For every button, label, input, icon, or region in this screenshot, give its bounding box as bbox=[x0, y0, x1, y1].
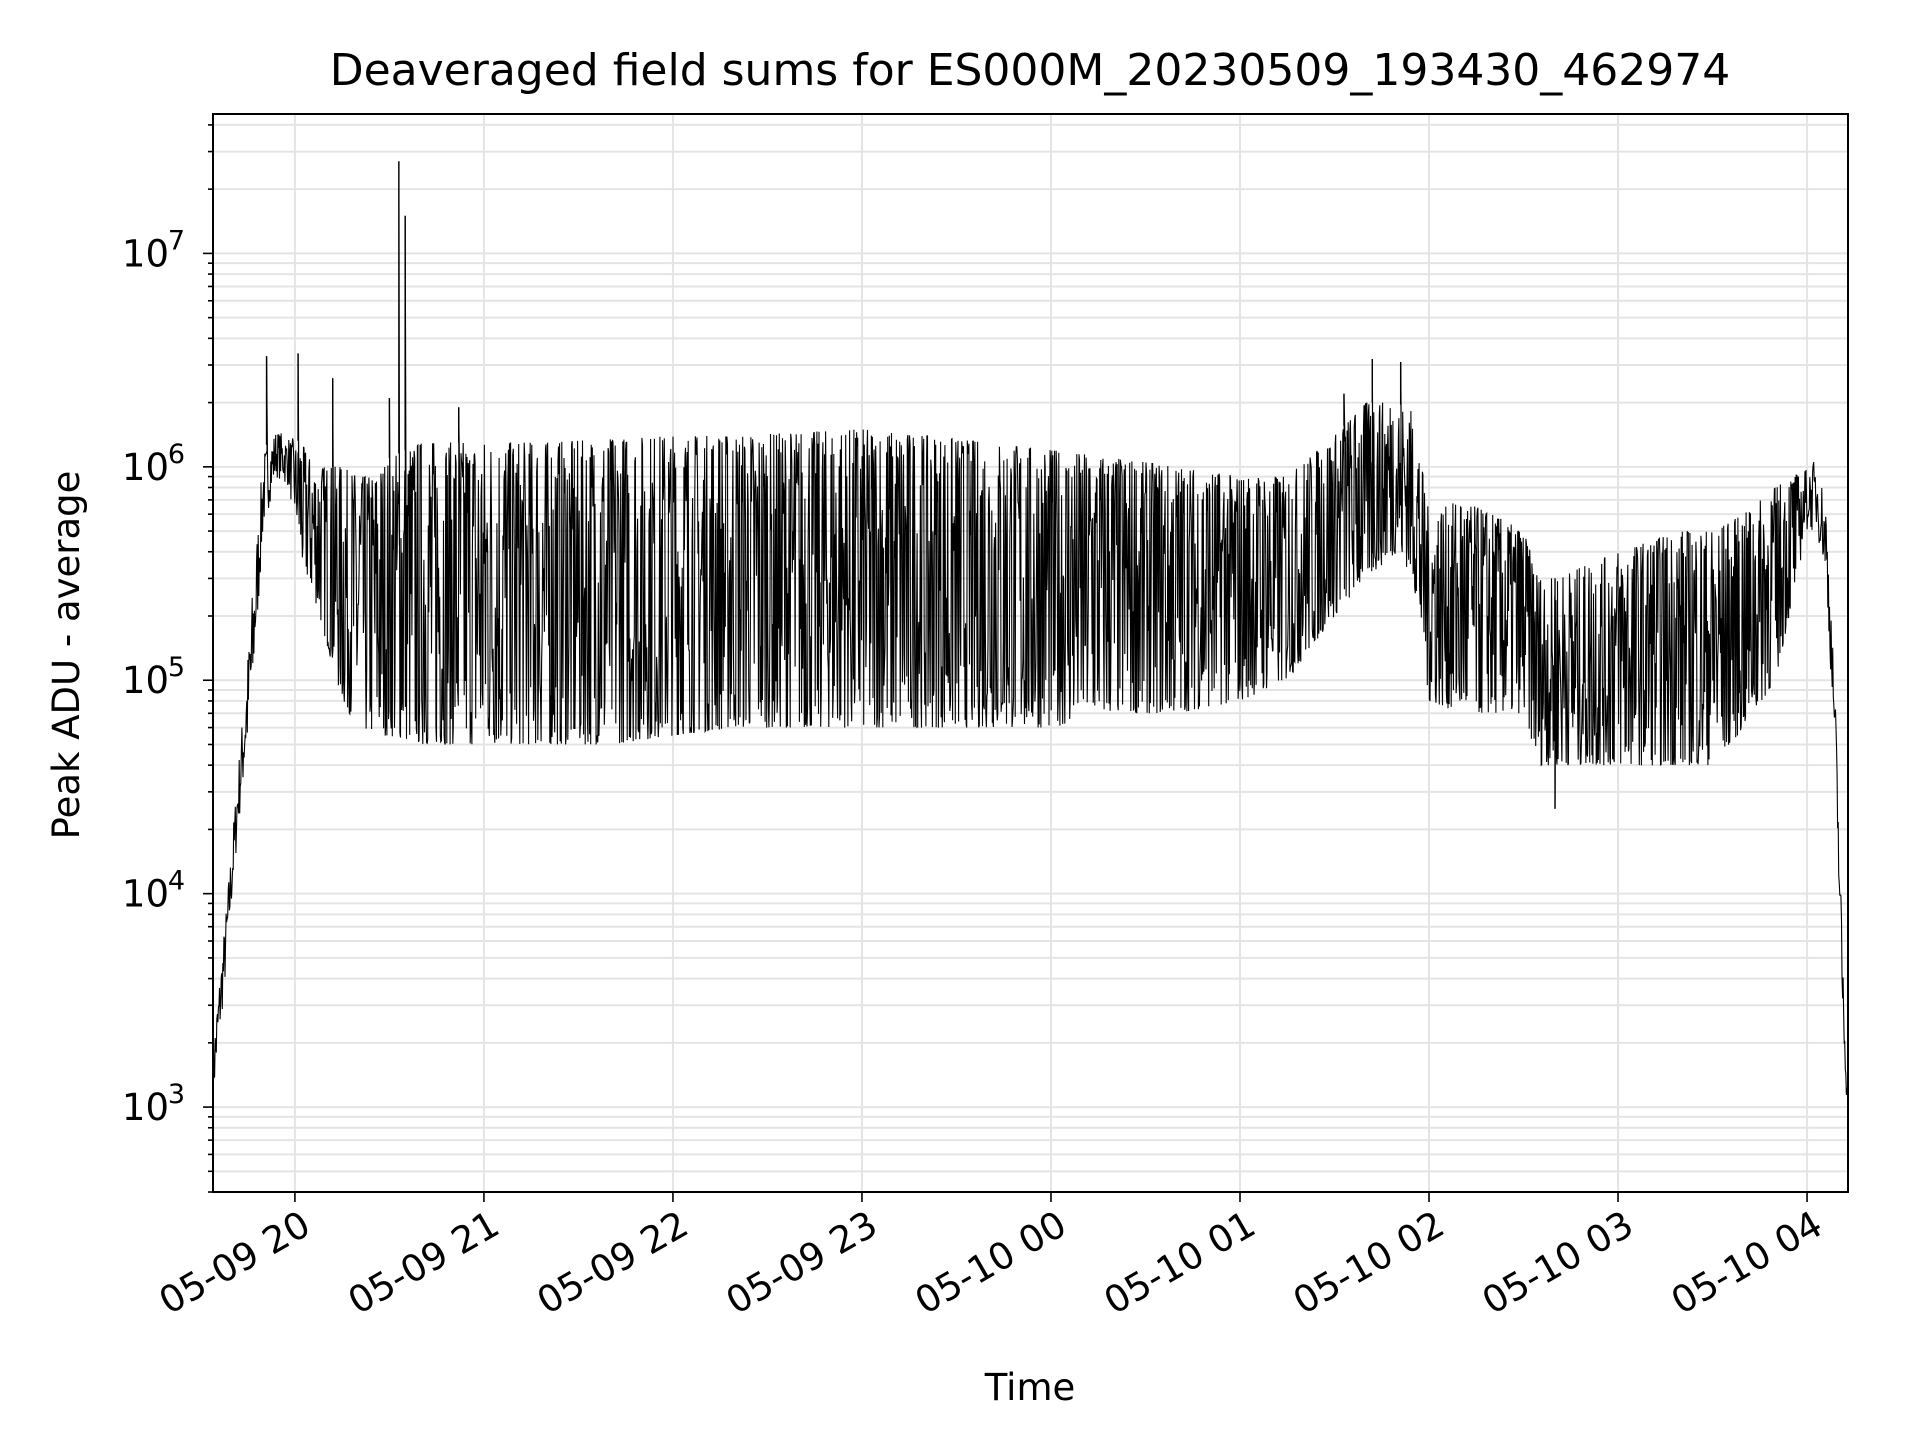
y-tick-base: 10 bbox=[122, 659, 169, 702]
y-tick-exponent: 7 bbox=[168, 225, 185, 256]
y-tick-label: 10 bbox=[122, 446, 169, 489]
y-tick-exponent: 5 bbox=[168, 652, 185, 683]
series-line bbox=[212, 161, 1849, 1120]
y-tick-label: 10 bbox=[122, 659, 169, 702]
y-tick-label: 10 bbox=[122, 873, 169, 916]
y-tick-base: 10 bbox=[122, 232, 169, 275]
chart-title: Deaveraged field sums for ES000M_2023050… bbox=[330, 45, 1731, 96]
y-tick-exponent: 4 bbox=[168, 866, 185, 897]
x-axis-label: Time bbox=[984, 1366, 1076, 1409]
y-tick-exponent: 3 bbox=[168, 1079, 185, 1110]
plot-frame bbox=[212, 113, 1849, 1193]
series bbox=[212, 161, 1849, 1120]
y-tick-label: 10 bbox=[122, 232, 169, 275]
y-tick-base: 10 bbox=[122, 873, 169, 916]
y-tick-exponent: 6 bbox=[168, 439, 185, 470]
y-tick-base: 10 bbox=[122, 446, 169, 489]
y-axis-label: Peak ADU - average bbox=[45, 471, 88, 840]
grid-lines bbox=[213, 114, 1848, 1193]
y-tick-base: 10 bbox=[122, 1086, 169, 1129]
y-tick-label: 10 bbox=[122, 1086, 169, 1129]
